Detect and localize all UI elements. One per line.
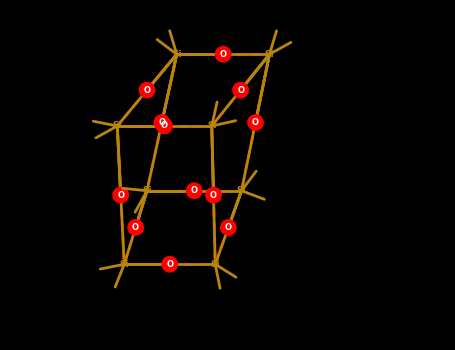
Text: O: O [161, 121, 168, 131]
Text: O: O [117, 191, 124, 199]
Text: O: O [237, 86, 244, 94]
Circle shape [162, 256, 178, 273]
Circle shape [215, 46, 232, 63]
Circle shape [205, 187, 222, 204]
Text: Si: Si [172, 50, 182, 59]
Text: Si: Si [112, 121, 122, 131]
Circle shape [232, 82, 249, 99]
Text: Si: Si [210, 260, 220, 269]
Circle shape [220, 219, 237, 236]
Text: O: O [158, 118, 165, 127]
Text: O: O [210, 191, 217, 199]
Text: O: O [252, 118, 259, 127]
Text: Si: Si [265, 50, 274, 59]
Circle shape [247, 114, 264, 131]
Circle shape [153, 114, 170, 131]
Text: O: O [132, 223, 139, 232]
Text: Si: Si [142, 186, 152, 195]
Circle shape [186, 182, 202, 199]
Text: O: O [143, 86, 151, 94]
Circle shape [156, 118, 173, 134]
Circle shape [139, 82, 156, 99]
Text: Si: Si [237, 186, 246, 195]
Text: O: O [191, 186, 198, 195]
Text: Si: Si [119, 260, 129, 269]
Text: Si: Si [207, 121, 217, 131]
Circle shape [112, 187, 129, 204]
Circle shape [127, 219, 144, 236]
Text: O: O [220, 50, 227, 59]
Text: O: O [225, 223, 232, 232]
Text: O: O [166, 260, 173, 269]
